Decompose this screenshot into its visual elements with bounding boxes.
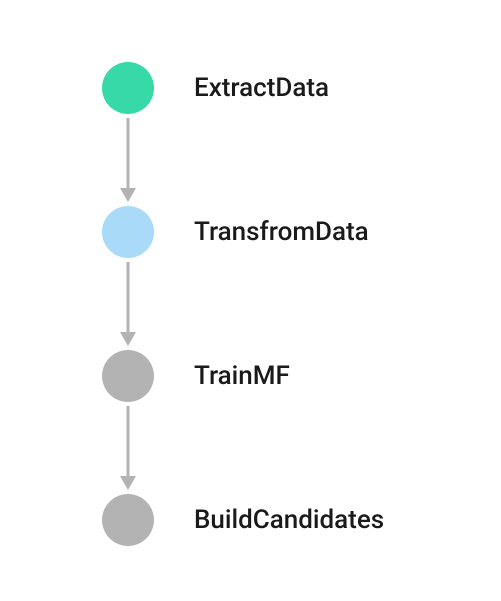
- node-transform: [102, 206, 154, 258]
- edge-transform-to-trainmf: [127, 262, 130, 332]
- edge-arrow-trainmf-to-buildcand: [120, 476, 136, 490]
- node-label-buildcand: BuildCandidates: [194, 505, 384, 535]
- node-trainmf: [102, 350, 154, 402]
- edge-trainmf-to-buildcand: [127, 406, 130, 476]
- edge-extract-to-transform: [127, 118, 130, 188]
- node-label-trainmf: TrainMF: [194, 361, 290, 391]
- edge-arrow-transform-to-trainmf: [120, 332, 136, 346]
- node-buildcand: [102, 494, 154, 546]
- node-extract: [102, 62, 154, 114]
- edge-arrow-extract-to-transform: [120, 188, 136, 202]
- node-label-extract: ExtractData: [194, 73, 329, 103]
- pipeline-diagram: ExtractData TransfromData TrainMF BuildCand…: [0, 0, 501, 601]
- node-label-transform: TransfromData: [194, 217, 369, 247]
